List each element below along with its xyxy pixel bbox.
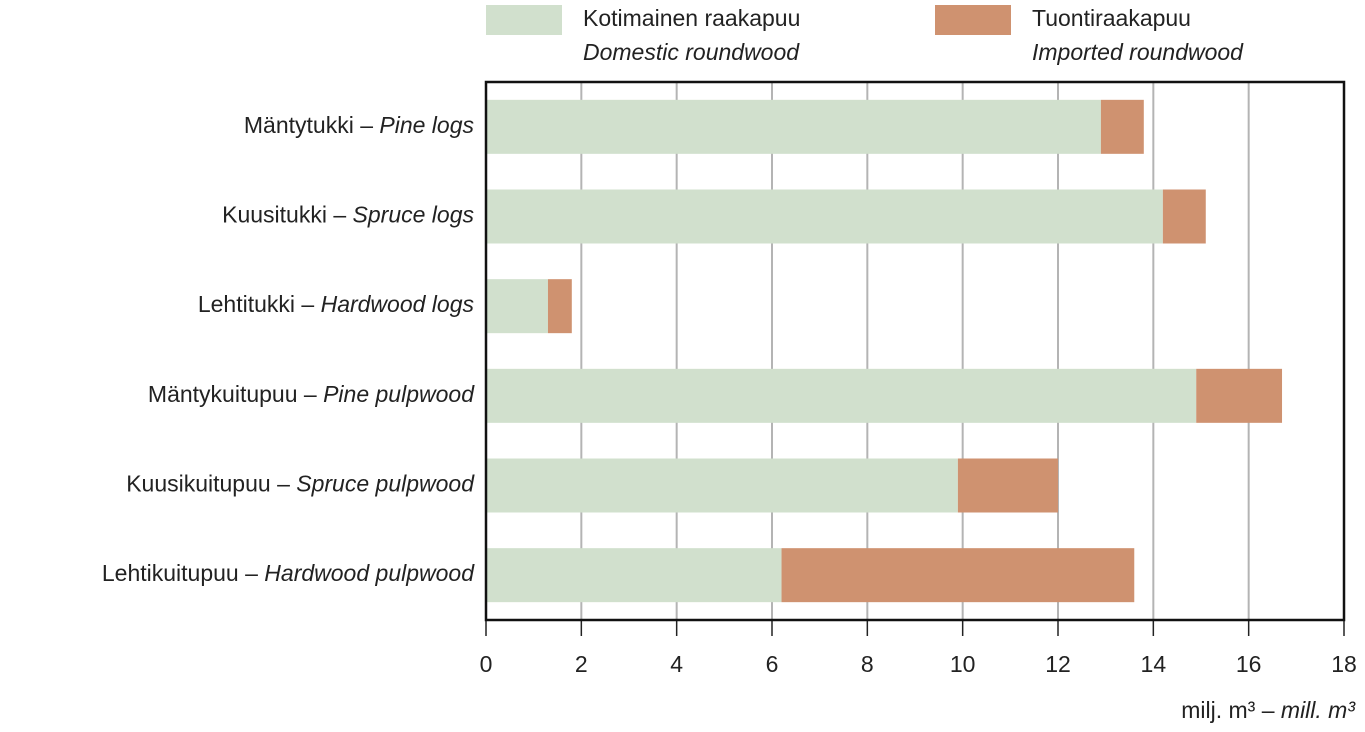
x-tick-label: 4 xyxy=(670,651,683,677)
x-tick-label: 10 xyxy=(950,651,976,677)
bar xyxy=(1196,368,1283,423)
x-tick-label: 14 xyxy=(1141,651,1167,677)
x-tick-label: 0 xyxy=(480,651,493,677)
x-axis-label: milj. m³ – mill. m³ xyxy=(1181,697,1356,723)
x-tick-label: 16 xyxy=(1236,651,1262,677)
bar xyxy=(957,458,1058,513)
bar xyxy=(486,368,1197,423)
plot-frame xyxy=(484,80,1346,622)
bar xyxy=(547,279,572,334)
legend-swatch xyxy=(935,5,1011,35)
x-tick-label: 8 xyxy=(861,651,874,677)
bar xyxy=(486,548,782,603)
legend-label: Kotimainen raakapuu xyxy=(583,5,800,31)
bar xyxy=(486,279,548,334)
bar xyxy=(486,99,1101,154)
legend-sublabel: Domestic roundwood xyxy=(583,39,800,65)
y-tick-label: Kuusitukki – Spruce logs xyxy=(222,202,474,228)
bar xyxy=(486,458,958,513)
x-tick-label: 6 xyxy=(766,651,779,677)
bar xyxy=(486,189,1163,244)
bar xyxy=(1162,189,1206,244)
x-tick-label: 18 xyxy=(1331,651,1357,677)
y-tick-label: Lehtitukki – Hardwood logs xyxy=(198,291,475,317)
legend-label: Tuontiraakapuu xyxy=(1032,5,1191,31)
legend-sublabel: Imported roundwood xyxy=(1032,39,1244,65)
bar xyxy=(1100,99,1144,154)
x-tick-label: 12 xyxy=(1045,651,1071,677)
y-tick-label: Mäntykuitupuu – Pine pulpwood xyxy=(148,381,475,407)
legend-swatch xyxy=(486,5,562,35)
y-tick-label: Lehtikuitupuu – Hardwood pulpwood xyxy=(102,560,475,586)
bar xyxy=(781,548,1135,603)
x-tick-label: 2 xyxy=(575,651,588,677)
y-tick-label: Mäntytukki – Pine logs xyxy=(244,112,475,138)
y-tick-label: Kuusikuitupuu – Spruce pulpwood xyxy=(126,471,475,497)
